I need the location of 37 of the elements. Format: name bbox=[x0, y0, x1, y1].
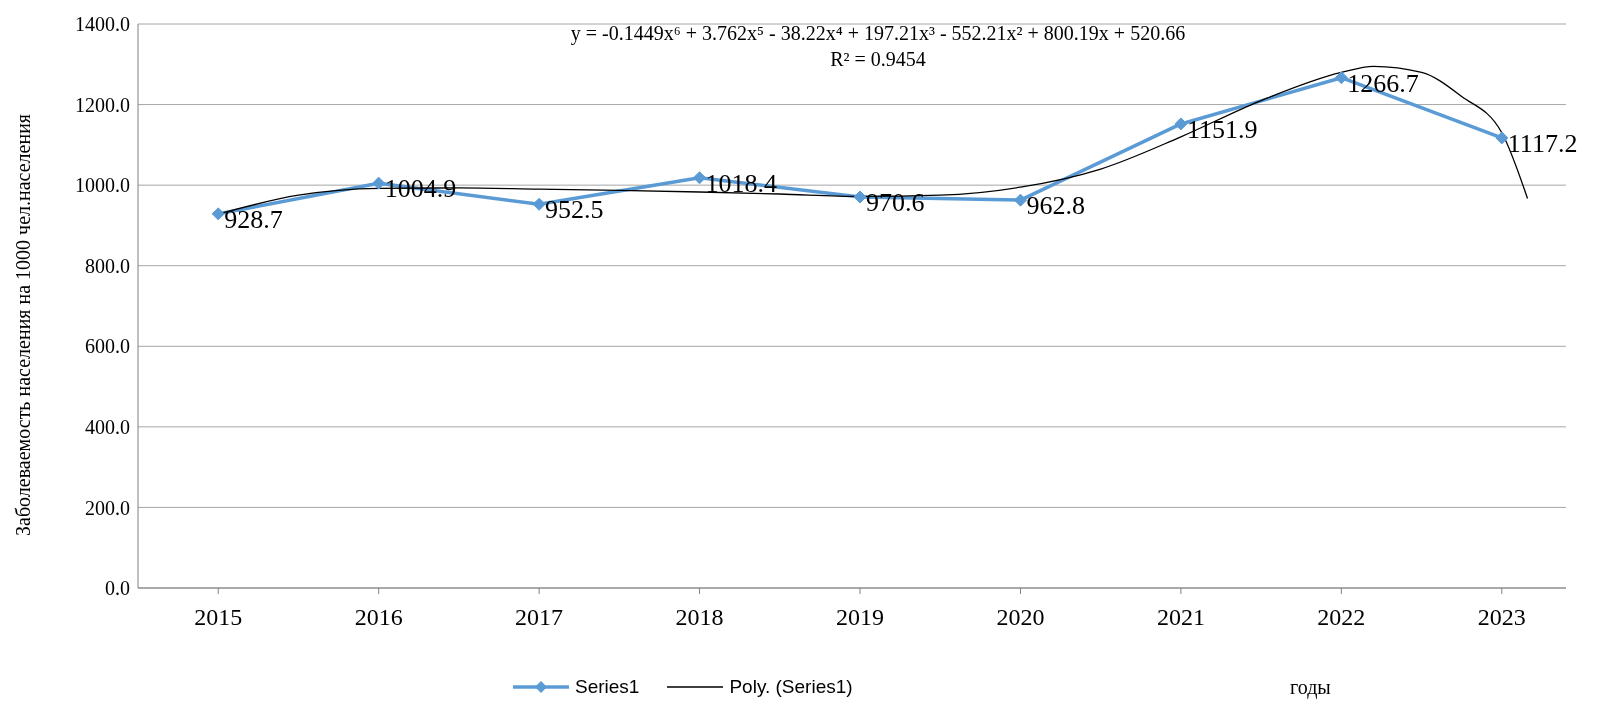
point bbox=[372, 176, 386, 190]
y-tick-label: 800.0 bbox=[85, 254, 130, 277]
point bbox=[1013, 193, 1027, 207]
x-tick-label: 2018 bbox=[675, 604, 724, 631]
y-tick-label: 400.0 bbox=[85, 415, 130, 438]
x-tick-label: 2015 bbox=[194, 604, 243, 631]
y-tick-label: 200.0 bbox=[85, 496, 130, 519]
y-tick-label: 1000.0 bbox=[75, 174, 130, 197]
data-label: 1117.2 bbox=[1507, 128, 1578, 158]
legend-label: Poly. (Series1) bbox=[729, 676, 853, 698]
x-tick-label: 2019 bbox=[836, 604, 885, 631]
point bbox=[1334, 71, 1348, 85]
data-label: 952.5 bbox=[545, 195, 604, 225]
annotation: R² = 0.9454 bbox=[829, 47, 927, 72]
x-tick-label: 2023 bbox=[1477, 604, 1526, 631]
data-label: 962.8 bbox=[1026, 191, 1085, 221]
y-tick-label: 1200.0 bbox=[75, 93, 130, 116]
point bbox=[211, 207, 225, 221]
y-tick-label: 600.0 bbox=[85, 335, 130, 358]
point bbox=[532, 197, 546, 211]
annotation: y = -0.1449x⁶ + 3.762x⁵ - 38.22x⁴ + 197.21x³ - 552.21x² + 800.19x + 520.66 bbox=[569, 21, 1187, 46]
x-tick-label: 2017 bbox=[515, 604, 564, 631]
y-axis-title: Заболеваемость населения на 1000 чел.населения bbox=[12, 113, 35, 536]
x-tick-label: 2021 bbox=[1156, 604, 1205, 631]
point bbox=[1174, 117, 1188, 131]
x-tick-label: 2016 bbox=[354, 604, 403, 631]
data-label: 1151.9 bbox=[1186, 114, 1258, 144]
x-tick-label: 2022 bbox=[1317, 604, 1366, 631]
x-axis-title: годы bbox=[1290, 676, 1331, 699]
point bbox=[693, 171, 707, 185]
y-tick-label: 0.0 bbox=[105, 577, 130, 600]
x-tick-label: 2020 bbox=[996, 604, 1045, 631]
point bbox=[1495, 131, 1509, 145]
point bbox=[853, 190, 867, 204]
y-tick-label: 1400.0 bbox=[75, 13, 130, 36]
legend-label: Series1 bbox=[575, 676, 640, 698]
data-label: 928.7 bbox=[224, 204, 283, 234]
